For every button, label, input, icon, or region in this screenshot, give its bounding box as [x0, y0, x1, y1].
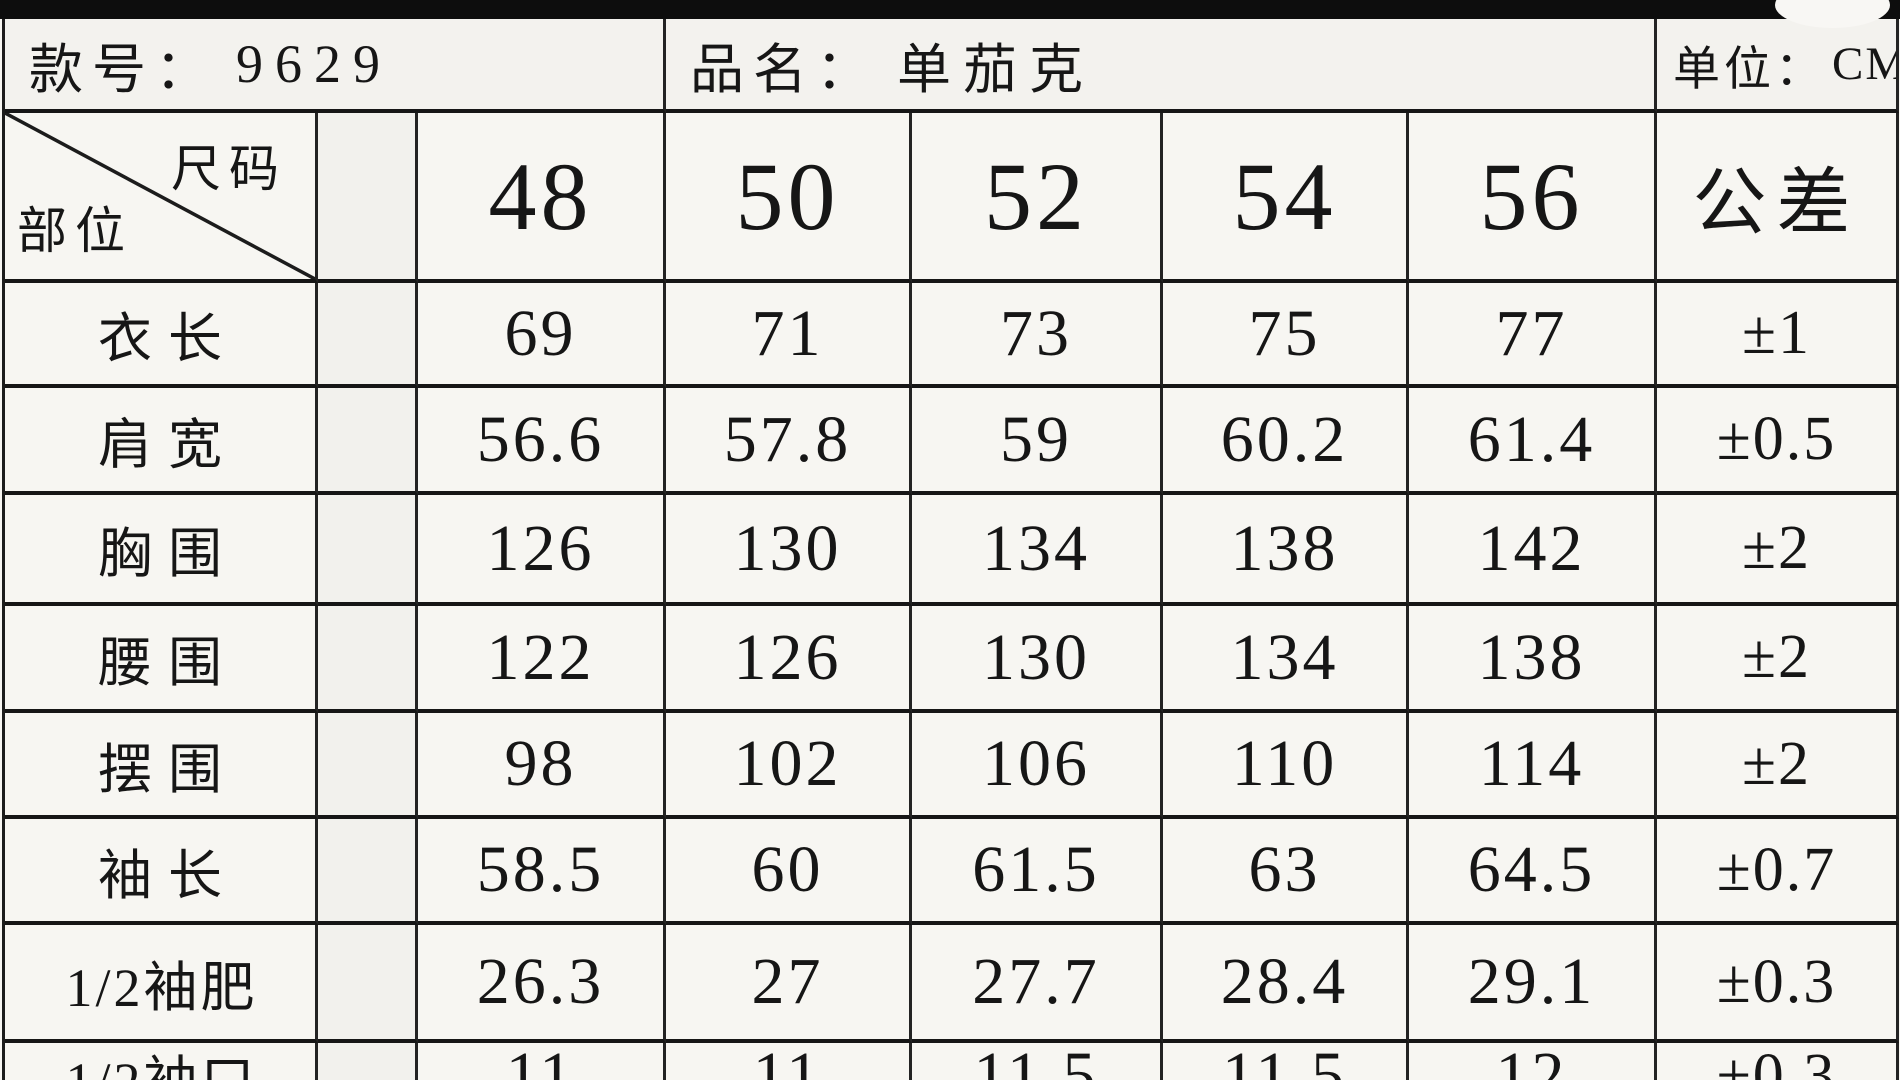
- row-label: 摆围: [5, 713, 318, 819]
- value-cell: 58.5: [418, 819, 666, 925]
- value-cell: 130: [912, 606, 1163, 713]
- value-cell: 12: [1409, 1043, 1657, 1080]
- row-label: 1/2袖口: [5, 1043, 318, 1080]
- spacer-cell: [318, 495, 418, 606]
- tolerance-cell: ±1: [1657, 283, 1899, 388]
- value-cell: 11: [418, 1043, 666, 1080]
- size-col-header-52: 52: [912, 113, 1163, 283]
- value-cell: 61.4: [1409, 388, 1657, 495]
- unit-value: CM: [1832, 38, 1896, 90]
- product-name-value: 单茄克: [897, 39, 1095, 100]
- value-cell: 11.5: [912, 1043, 1163, 1080]
- style-number-cell: 款号： 9629: [5, 19, 666, 113]
- value-cell: 126: [666, 606, 912, 713]
- value-cell: 106: [912, 713, 1163, 819]
- value-cell: 130: [666, 495, 912, 606]
- value-cell: 64.5: [1409, 819, 1657, 925]
- value-cell: 138: [1409, 606, 1657, 713]
- value-cell: 63: [1163, 819, 1409, 925]
- product-name-cell: 品名： 单茄克: [666, 19, 1657, 113]
- value-cell: 28.4: [1163, 925, 1409, 1043]
- size-col-header-50: 50: [666, 113, 912, 283]
- value-cell: 102: [666, 713, 912, 819]
- corner-size-label: 尺码: [171, 141, 287, 197]
- value-cell: 60.2: [1163, 388, 1409, 495]
- size-col-header-56: 56: [1409, 113, 1657, 283]
- tolerance-cell: ±0.3: [1657, 925, 1899, 1043]
- tolerance-cell: ±2: [1657, 495, 1899, 606]
- corner-part-label: 部位: [17, 203, 133, 259]
- style-number-value: 9629: [236, 34, 392, 94]
- spacer-cell: [318, 713, 418, 819]
- row-label: 衣长: [5, 283, 318, 388]
- value-cell: 142: [1409, 495, 1657, 606]
- spacer-cell: [318, 113, 418, 283]
- spacer-cell: [318, 283, 418, 388]
- value-cell: 69: [418, 283, 666, 388]
- value-cell: 57.8: [666, 388, 912, 495]
- value-cell: 110: [1163, 713, 1409, 819]
- row-label: 1/2袖肥: [5, 925, 318, 1043]
- value-cell: 26.3: [418, 925, 666, 1043]
- tolerance-cell: ±0.7: [1657, 819, 1899, 925]
- value-cell: 73: [912, 283, 1163, 388]
- value-cell: 138: [1163, 495, 1409, 606]
- value-cell: 77: [1409, 283, 1657, 388]
- row-label: 肩宽: [5, 388, 318, 495]
- tolerance-cell: ±0.5: [1657, 388, 1899, 495]
- tolerance-cell: ±2: [1657, 606, 1899, 713]
- spacer-cell: [318, 606, 418, 713]
- unit-cell: 单位： CM: [1657, 19, 1899, 113]
- value-cell: 56.6: [418, 388, 666, 495]
- diagonal-divider: [5, 113, 315, 279]
- value-cell: 98: [418, 713, 666, 819]
- product-name-label: 品名：: [690, 39, 879, 100]
- spacer-cell: [318, 1043, 418, 1080]
- value-cell: 61.5: [912, 819, 1163, 925]
- value-cell: 114: [1409, 713, 1657, 819]
- spacer-cell: [318, 819, 418, 925]
- value-cell: 134: [1163, 606, 1409, 713]
- photo-top-edge: [0, 0, 1900, 19]
- spacer-cell: [318, 388, 418, 495]
- tolerance-col-header: 公差: [1657, 113, 1899, 283]
- value-cell: 60: [666, 819, 912, 925]
- value-cell: 27: [666, 925, 912, 1043]
- unit-label: 单位：: [1673, 43, 1826, 96]
- size-col-header-54: 54: [1163, 113, 1409, 283]
- row-label: 胸围: [5, 495, 318, 606]
- value-cell: 11: [666, 1043, 912, 1080]
- value-cell: 59: [912, 388, 1163, 495]
- value-cell: 27.7: [912, 925, 1163, 1043]
- value-cell: 11.5: [1163, 1043, 1409, 1080]
- spacer-cell: [318, 925, 418, 1043]
- row-label: 腰围: [5, 606, 318, 713]
- value-cell: 126: [418, 495, 666, 606]
- value-cell: 71: [666, 283, 912, 388]
- value-cell: 75: [1163, 283, 1409, 388]
- row-label: 袖长: [5, 819, 318, 925]
- value-cell: 29.1: [1409, 925, 1657, 1043]
- size-col-header-48: 48: [418, 113, 666, 283]
- tolerance-cell: ±0.3: [1657, 1043, 1899, 1080]
- size-spec-table: 款号： 9629 品名： 单茄克 单位： CM 尺码 部位 48 50 52 5…: [2, 19, 1900, 1080]
- tolerance-cell: ±2: [1657, 713, 1899, 819]
- value-cell: 122: [418, 606, 666, 713]
- size-part-corner-cell: 尺码 部位: [5, 113, 318, 283]
- value-cell: 134: [912, 495, 1163, 606]
- style-number-label: 款号：: [29, 39, 218, 100]
